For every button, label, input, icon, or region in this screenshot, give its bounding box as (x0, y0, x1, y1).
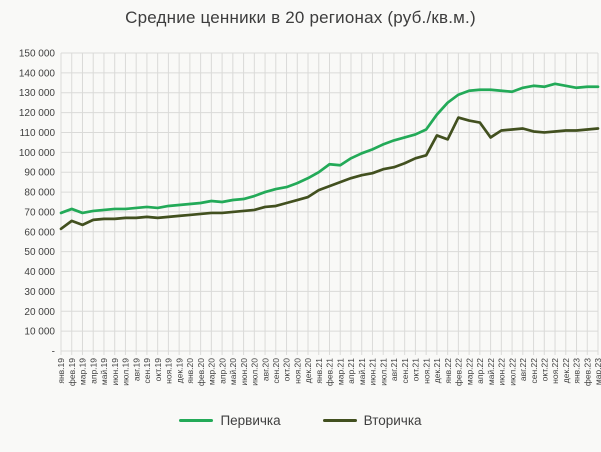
y-axis-label: 10 000 (24, 327, 55, 338)
x-axis-label: май.20 (228, 358, 238, 385)
legend-label-secondary: Вторичка (363, 413, 422, 428)
x-axis-label: фев.22 (454, 358, 464, 386)
primary-series-line (59, 82, 600, 215)
x-axis-label: апр.21 (346, 358, 356, 384)
x-axis-label: июн.21 (368, 358, 378, 386)
x-axis-label: дек.20 (303, 358, 313, 383)
chart-title: Средние ценники в 20 регионах (руб./кв.м… (125, 8, 476, 27)
x-axis-label: янв.23 (572, 358, 582, 384)
x-axis-label: окт.21 (411, 358, 421, 382)
x-axis-label: ноя.20 (292, 358, 302, 384)
x-axis-label: апр.20 (217, 358, 227, 384)
x-axis-label: мар.22 (464, 358, 474, 385)
y-axis-label: 30 000 (24, 287, 55, 298)
y-axis-label: 140 000 (19, 68, 56, 79)
x-axis-label: сен.19 (142, 358, 152, 384)
x-axis-label: янв.19 (56, 358, 66, 384)
y-axis-label: 90 000 (24, 168, 55, 179)
x-axis-label: янв.22 (443, 358, 453, 384)
y-axis-label: 150 000 (19, 49, 56, 60)
x-axis-label: май.19 (99, 358, 109, 385)
secondary-line-swatch (322, 418, 357, 423)
x-axis-label: апр.22 (475, 358, 485, 384)
y-axis-label: 80 000 (24, 188, 55, 199)
legend-label-primary: Первичка (220, 413, 281, 428)
x-axis-label: мар.21 (335, 358, 345, 385)
x-axis-label: фев.19 (67, 358, 77, 386)
x-axis-label: янв.21 (314, 358, 324, 384)
x-axis-label: янв.20 (185, 358, 195, 384)
y-axis-label: 40 000 (24, 267, 55, 278)
x-axis-label: дек.22 (561, 358, 571, 383)
x-axis-label: июл.19 (121, 358, 131, 386)
x-axis-label: авг.19 (131, 358, 141, 381)
y-axis-label: - (52, 347, 55, 358)
y-axis-label: 120 000 (19, 108, 56, 119)
x-axis-label: июн.22 (497, 358, 507, 386)
x-axis-label: ноя.22 (550, 358, 560, 384)
x-axis-label: дек.21 (432, 358, 442, 383)
x-axis-label: фев.23 (582, 358, 592, 386)
x-axis-label: окт.20 (282, 358, 292, 382)
y-axis-label: 50 000 (24, 247, 55, 258)
legend: Первичка Вторичка (0, 413, 601, 428)
x-axis-label: авг.22 (518, 358, 528, 381)
y-axis-label: 100 000 (19, 148, 56, 159)
x-axis-label: мар.23 (593, 358, 601, 385)
y-axis-label: 110 000 (20, 128, 56, 139)
x-axis-label: июл.21 (378, 358, 388, 386)
x-axis-label: июл.20 (250, 358, 260, 386)
y-axis-label: 20 000 (24, 307, 55, 318)
x-axis-label: окт.22 (540, 358, 550, 382)
x-axis-label: окт.19 (153, 358, 163, 382)
x-axis-label: май.22 (486, 358, 496, 385)
y-axis-label: 70 000 (24, 207, 55, 218)
x-axis-label: авг.21 (389, 358, 399, 381)
x-axis-label: фев.21 (325, 358, 335, 386)
x-axis-label: сен.22 (529, 358, 539, 384)
x-axis-label: июн.19 (110, 358, 120, 386)
x-axis-label: ноя.19 (164, 358, 174, 384)
x-axis-label: май.21 (357, 358, 367, 385)
x-axis-label: мар.20 (207, 358, 217, 385)
x-axis-label: июл.22 (507, 358, 517, 386)
x-axis-label: мар.19 (78, 358, 88, 385)
x-axis-label: ноя.21 (421, 358, 431, 384)
x-axis-label: июн.20 (239, 358, 249, 386)
x-axis-label: апр.19 (88, 358, 98, 384)
legend-item-secondary: Вторичка (322, 413, 422, 428)
x-axis-label: сен.20 (271, 358, 281, 384)
x-axis-label: дек.19 (174, 358, 184, 383)
secondary-series-line (59, 116, 600, 231)
x-axis-label: фев.20 (196, 358, 206, 386)
primary-line-swatch (179, 418, 214, 423)
y-axis-label: 130 000 (19, 88, 56, 99)
x-axis-label: авг.20 (260, 358, 270, 381)
y-axis-label: 60 000 (24, 227, 55, 238)
legend-item-primary: Первичка (179, 413, 281, 428)
x-axis-label: сен.21 (400, 358, 410, 384)
